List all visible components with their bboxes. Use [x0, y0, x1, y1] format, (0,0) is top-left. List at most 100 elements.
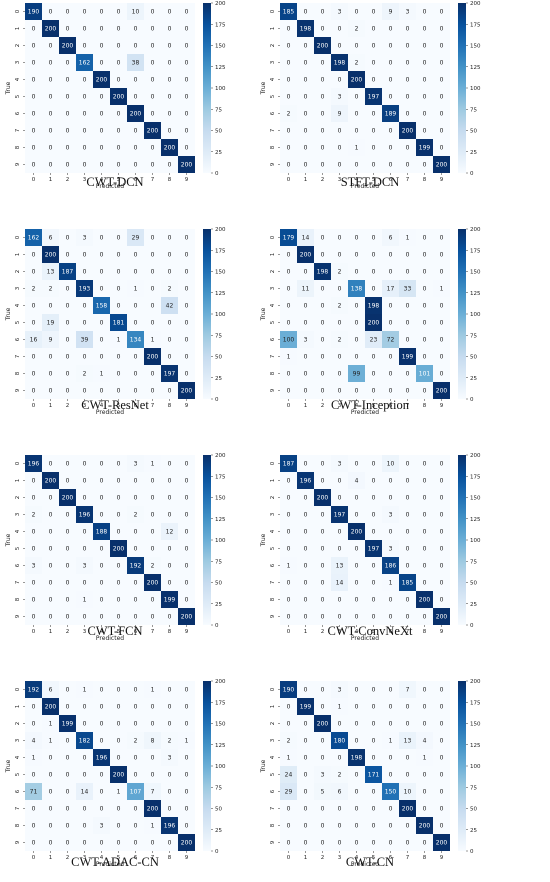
- heatmap-cell: [59, 834, 76, 851]
- heatmap-cell: [416, 540, 433, 557]
- heatmap-cell: [399, 382, 416, 399]
- cell-value: 0: [440, 755, 444, 762]
- cell-value: 0: [304, 546, 308, 553]
- cell-value: 0: [423, 546, 427, 553]
- cell-value: 0: [440, 128, 444, 135]
- cell-value: 2: [338, 269, 342, 276]
- heatmap-cell: [433, 783, 450, 800]
- cell-value: 0: [185, 755, 189, 762]
- y-axis-label: True: [260, 533, 267, 547]
- heatmap-cell: [348, 783, 365, 800]
- confusion-matrix-cwt-resnet: 162 6 0 3 0 0 29 0 0 00 200 0 0 0 0 0 0 0 00 13 187 0 0 0 0 0 0 02 2…: [5, 227, 226, 416]
- heatmap-cell: [365, 20, 382, 37]
- cell-value: 99: [353, 371, 361, 378]
- heatmap-cell: [110, 246, 127, 263]
- cell-value: 0: [389, 388, 393, 395]
- heatmap-cell: [110, 732, 127, 749]
- heatmap-cell: [42, 489, 59, 506]
- cell-value: 0: [185, 128, 189, 135]
- heatmap-cell: [433, 472, 450, 489]
- cell-value: 2: [32, 286, 36, 293]
- cell-value: 0: [304, 772, 308, 779]
- heatmap-cell: [178, 105, 195, 122]
- heatmap-cell: [416, 156, 433, 173]
- cell-value: 0: [321, 806, 325, 813]
- y-tick-label: 0: [15, 461, 21, 465]
- heatmap-cell: [365, 681, 382, 698]
- cell-value: 0: [151, 77, 155, 84]
- cell-value: 0: [168, 840, 172, 847]
- heatmap-cell: [382, 715, 399, 732]
- heatmap-cell: [382, 348, 399, 365]
- heatmap-cell: [144, 732, 161, 749]
- heatmap-cell: [42, 280, 59, 297]
- cell-value: 0: [406, 840, 410, 847]
- heatmap-cell: [127, 766, 144, 783]
- cell-value: 0: [100, 840, 104, 847]
- cell-value: 192: [130, 563, 142, 570]
- cell-value: 7: [406, 687, 410, 694]
- cell-value: 0: [338, 755, 342, 762]
- y-tick-label: 3: [15, 60, 21, 64]
- cell-value: 0: [117, 77, 121, 84]
- x-tick-label: 4: [100, 403, 104, 409]
- cell-value: 0: [100, 320, 104, 327]
- cell-value: 196: [164, 823, 176, 830]
- heatmap-cell: [382, 139, 399, 156]
- heatmap-cell: [127, 331, 144, 348]
- heatmap-cell: [25, 817, 42, 834]
- cell-value: 0: [66, 252, 70, 259]
- x-tick-label: 3: [338, 177, 342, 183]
- heatmap-cell: [348, 557, 365, 574]
- heatmap-cell: [348, 139, 365, 156]
- heatmap-cell: [280, 314, 297, 331]
- heatmap-cell: [416, 455, 433, 472]
- cell-value: 1: [338, 704, 342, 711]
- cell-value: 0: [49, 128, 53, 135]
- heatmap-cell: [127, 105, 144, 122]
- heatmap-cell: [42, 382, 59, 399]
- heatmap-cell: [144, 20, 161, 37]
- heatmap-cell: [76, 246, 93, 263]
- x-tick-label: 7: [151, 629, 155, 635]
- heatmap-cell: [416, 766, 433, 783]
- cell-value: 0: [49, 60, 53, 67]
- heatmap-cell: [59, 591, 76, 608]
- cell-value: 0: [338, 823, 342, 830]
- heatmap-cell: [76, 139, 93, 156]
- heatmap-cell: [25, 331, 42, 348]
- cell-value: 101: [419, 371, 431, 378]
- cell-value: 2: [134, 512, 138, 519]
- cell-value: 0: [423, 529, 427, 536]
- heatmap-cell: [59, 557, 76, 574]
- cell-value: 0: [389, 529, 393, 536]
- cell-value: 0: [338, 235, 342, 242]
- heatmap-cell: [93, 574, 110, 591]
- heatmap-cell: [280, 156, 297, 173]
- heatmap-cell: [348, 71, 365, 88]
- heatmap-cell: [110, 365, 127, 382]
- heatmap-cell: [348, 105, 365, 122]
- cell-value: 0: [168, 252, 172, 259]
- cell-value: 200: [181, 388, 193, 395]
- cell-value: 0: [304, 563, 308, 570]
- heatmap-cell: [178, 715, 195, 732]
- cell-value: 3: [83, 563, 87, 570]
- cell-value: 0: [321, 563, 325, 570]
- heatmap-cell: [144, 698, 161, 715]
- cell-value: 1: [440, 286, 444, 293]
- heatmap-cell: [144, 229, 161, 246]
- cell-value: 0: [151, 371, 155, 378]
- cell-value: 200: [436, 614, 448, 621]
- heatmap-cell: [161, 297, 178, 314]
- heatmap-cell: [178, 557, 195, 574]
- heatmap-cell: [110, 348, 127, 365]
- cell-value: 0: [134, 823, 138, 830]
- heatmap-cell: [348, 749, 365, 766]
- heatmap-cell: [161, 455, 178, 472]
- heatmap-cell: [161, 681, 178, 698]
- cell-value: 3: [32, 563, 36, 570]
- y-axis-label: True: [5, 533, 12, 547]
- heatmap-cell: [59, 54, 76, 71]
- colorbar-tick-label: 75: [470, 785, 477, 791]
